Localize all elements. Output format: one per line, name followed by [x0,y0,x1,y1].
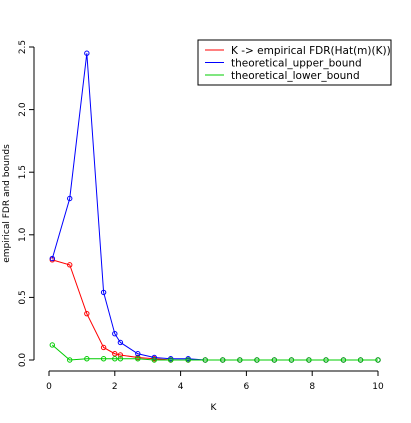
y-tick-label: 2.0 [18,102,28,117]
data-point [168,357,174,363]
data-point [112,331,118,337]
legend-label: theoretical_lower_bound [231,70,360,82]
data-point [112,351,118,357]
data-point [100,344,107,351]
x-tick-label: 8 [309,382,315,392]
legend-label: theoretical_upper_bound [231,58,362,70]
data-point [117,339,124,346]
plot-series [49,50,381,363]
y-tick-label: 0.0 [18,353,28,368]
series-line [51,344,378,361]
legend-items: K -> empirical FDR(Hat(m)(K))theoretical… [205,45,391,82]
y-axis-label: empirical FDR and bounds [2,144,12,263]
data-point [340,357,347,363]
series-2 [49,342,381,363]
data-point [84,356,90,362]
data-point [135,356,141,362]
data-point [135,351,141,357]
data-point [112,356,118,362]
data-point [185,357,191,363]
data-point [100,289,107,296]
y-tick-label: 1.0 [18,227,28,242]
y-tick-label: 0.5 [18,290,28,304]
axes: 0 2 4 6 8 10 0.0 0.5 1.0 1.5 2.0 2.5 [18,40,384,392]
data-point [84,310,90,317]
x-tick-label: 6 [244,382,250,392]
data-point [271,357,278,363]
x-tick-label: 10 [372,382,384,392]
data-point [151,357,157,363]
y-tick-label: 2.5 [18,40,28,54]
data-point [117,356,124,362]
data-point [49,255,55,262]
legend: K -> empirical FDR(Hat(m)(K))theoretical… [197,39,392,86]
data-point [288,357,295,363]
data-point [306,357,312,363]
x-ticks: 0 2 4 6 8 10 [46,371,384,392]
x-tick-label: 4 [178,382,184,392]
data-point [237,357,243,363]
x-axis-label: K [211,403,218,413]
data-point [49,342,55,348]
data-point [84,50,90,56]
legend-box [197,39,392,86]
y-ticks: 0.0 0.5 1.0 1.5 2.0 2.5 [18,40,34,367]
legend-label: K -> empirical FDR(Hat(m)(K)) [231,45,391,57]
data-point [100,356,107,362]
y-tick-label: 1.5 [18,165,28,179]
data-point [202,357,208,363]
data-point [357,357,364,363]
data-point [117,352,124,358]
x-tick-label: 2 [112,382,118,392]
data-point [323,357,329,363]
data-point [67,262,73,268]
data-point [220,357,226,363]
data-point [254,357,260,363]
x-tick-label: 0 [46,382,52,392]
data-point [375,357,381,363]
data-point [67,357,73,363]
data-point [67,195,73,202]
